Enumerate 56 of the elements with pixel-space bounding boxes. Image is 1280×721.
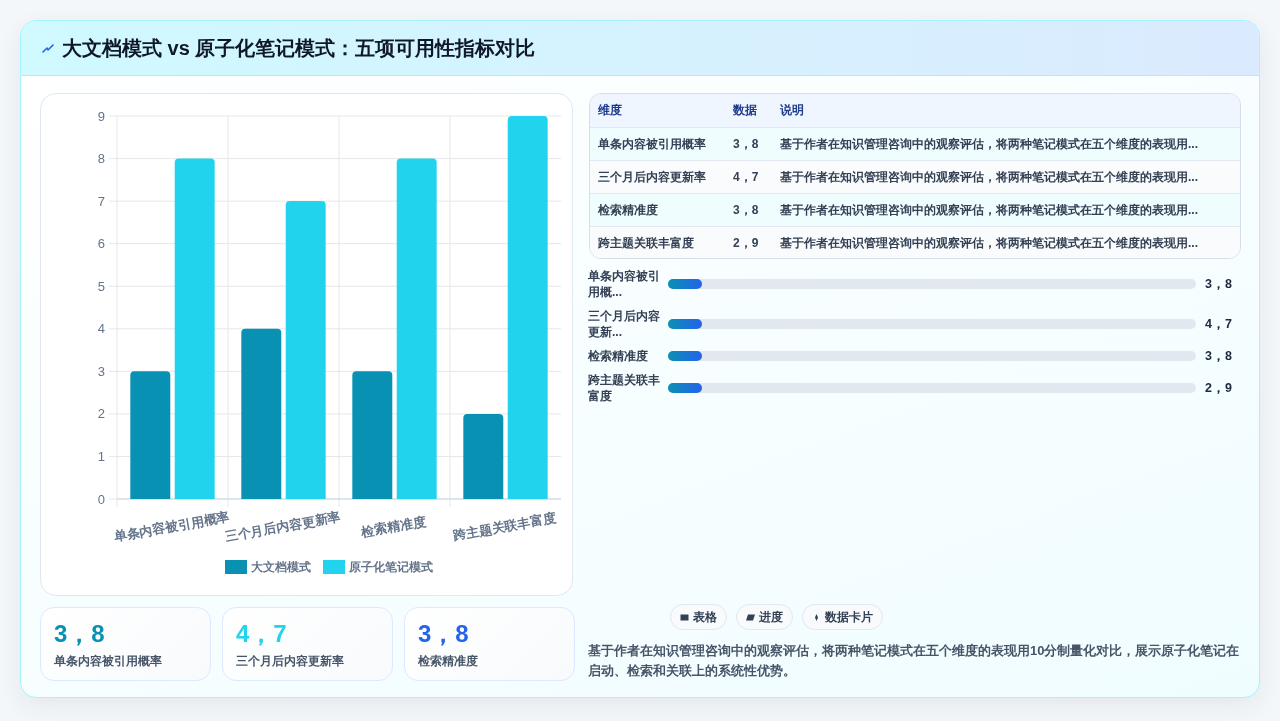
bar (174, 158, 215, 499)
text: 3，8 (1205, 347, 1232, 365)
y-tick-label: 8 (97, 151, 105, 167)
text: 基于作者在知识管理咨询中的观察评估，将两种笔记模式在五个维度的表现用... (780, 136, 1199, 153)
y-tick-label: 7 (97, 193, 105, 209)
text: 进度 (759, 608, 783, 626)
text: 2，9 (1205, 379, 1232, 397)
text: 说明 (780, 102, 804, 119)
text: 三个月后内容更新率 (598, 169, 706, 186)
text: 4，7 (733, 169, 759, 186)
text: 4，7 (236, 619, 287, 649)
y-tick-label: 3 (97, 363, 105, 379)
text: 数据 (733, 102, 757, 119)
bar (463, 413, 504, 499)
text: 4，7 (1205, 315, 1232, 333)
text: 检索精准度 (588, 348, 649, 364)
y-tick-label: 9 (97, 108, 105, 124)
bar (396, 158, 437, 499)
text: 三个月后内容更新率 (236, 653, 344, 669)
y-tick-label: 4 (97, 321, 105, 337)
y-tick-label: 0 (97, 491, 105, 507)
bar (130, 371, 171, 499)
text: 三个月后内容更新... (588, 308, 661, 340)
bar (507, 116, 548, 499)
text: 基于作者在知识管理咨询中的观察评估，将两种笔记模式在五个维度的表现用... (780, 235, 1199, 252)
text: 维度 (598, 102, 622, 119)
text: 3，8 (418, 619, 469, 649)
chart-title: 大文档模式 vs 原子化笔记模式：五项可用性指标对比 (62, 36, 536, 61)
bar (241, 328, 282, 499)
text: 表格 (693, 608, 717, 626)
text: 3，8 (733, 136, 759, 153)
bar (352, 371, 393, 499)
text: 检索精准度 (598, 202, 658, 219)
text: 基于作者在知识管理咨询中的观察评估，将两种笔记模式在五个维度的表现用10分制量化对比，展示原子化笔记在启动、检索和关联上的系统性优势。 (588, 642, 1241, 680)
text: 基于作者在知识管理咨询中的观察评估，将两种笔记模式在五个维度的表现用... (780, 202, 1199, 219)
text: 单条内容被引用概率 (598, 136, 706, 153)
text: 3，8 (733, 202, 759, 219)
legend-label: 大文档模式 (251, 560, 311, 574)
text: 数据卡片 (825, 608, 873, 626)
text: 3，8 (54, 619, 105, 649)
text: 检索精准度 (418, 653, 478, 669)
x-tick-label: 检索精准度 (359, 513, 428, 540)
y-tick-label: 1 (97, 448, 105, 464)
bar (285, 201, 326, 499)
text: 基于作者在知识管理咨询中的观察评估，将两种笔记模式在五个维度的表现用... (780, 169, 1199, 186)
text: 2，9 (733, 235, 759, 252)
text: 单条内容被引用概率 (54, 653, 162, 669)
y-tick-label: 6 (97, 236, 105, 252)
text: 3，8 (1205, 275, 1232, 293)
text: 跨主题关联丰富度 (588, 372, 661, 404)
text: 跨主题关联丰富度 (598, 235, 694, 252)
x-tick-label: 跨主题关联丰富度 (451, 510, 558, 544)
text: 单条内容被引用概... (588, 268, 661, 300)
y-tick-label: 5 (97, 278, 105, 294)
y-tick-label: 2 (97, 406, 105, 422)
legend-label: 原子化笔记模式 (348, 560, 433, 574)
